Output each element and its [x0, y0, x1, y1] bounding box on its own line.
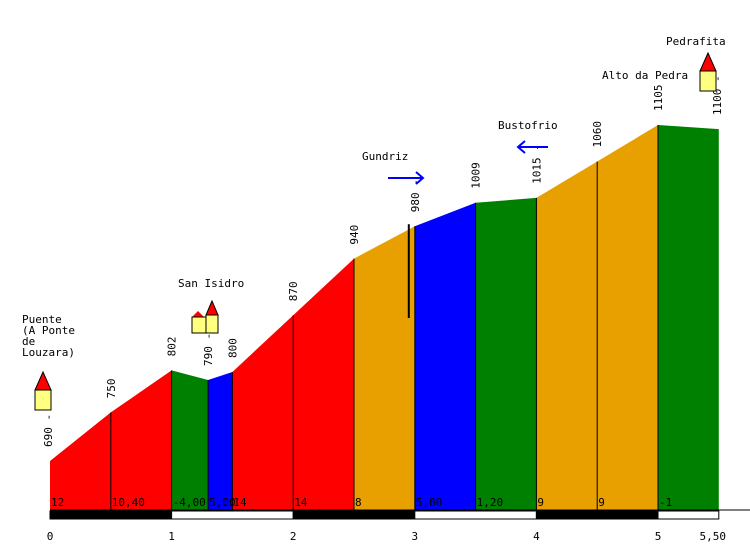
altitude-label-3: 790 -: [202, 333, 215, 366]
arrow-left-icon: [516, 140, 548, 154]
place-label-pedrafita: Pedrafita: [666, 35, 726, 48]
gradient-label-1: 10,40: [112, 496, 145, 509]
gradient-label-2: -4,00: [173, 496, 206, 509]
altitude-label-10: 1060: [591, 121, 604, 148]
distance-tick-5: 5: [655, 530, 662, 543]
altitude-label-6: 940: [348, 225, 361, 245]
gradient-label-9: 9: [537, 496, 544, 509]
altitude-label-9: 1015 -: [530, 144, 543, 184]
scale-block-0: [49, 510, 173, 520]
segment-dividers: [110, 125, 659, 510]
altitude-label-7: 980 -: [409, 179, 422, 212]
place-label-gundriz: Gundriz: [362, 150, 408, 163]
altitude-label-2: 802: [166, 336, 179, 356]
profile-segment-5: [293, 258, 354, 510]
place-label-bustofrio: Bustofrio: [498, 119, 558, 132]
profile-segments: [50, 125, 719, 511]
gradient-label-4: 14: [233, 496, 247, 509]
place-label-puente: Puente (A Ponte de Louzara): [22, 313, 75, 359]
profile-segment-6: [354, 226, 415, 510]
place-label-san-isidro: San Isidro: [178, 277, 244, 290]
altitude-label-5: 870: [287, 281, 300, 301]
distance-scale-bar: [49, 509, 750, 520]
altitude-label-8: 1009: [470, 162, 483, 189]
single-house-icon: [34, 370, 52, 411]
profile-segment-0: [50, 412, 111, 510]
arrow-left-icon-head: [516, 140, 526, 154]
village-icon-roof-right: [205, 299, 219, 316]
profile-segment-4: [232, 315, 294, 510]
single-house-icon-top: [699, 51, 717, 92]
profile-segment-1: [110, 370, 172, 510]
profile-segment-2: [171, 370, 209, 510]
distance-tick-1: 1: [168, 530, 175, 543]
single-house-icon-wall: [34, 389, 52, 411]
altitude-label-1: 750: [105, 379, 118, 399]
gradient-label-11: -1: [659, 496, 672, 509]
arrow-right-icon: [388, 171, 425, 185]
scale-block-5: [657, 510, 720, 520]
gradient-label-10: 9: [598, 496, 605, 509]
scale-block-1: [171, 510, 294, 520]
scale-block-3: [414, 510, 537, 520]
distance-tick-4: 4: [533, 530, 540, 543]
altitude-label-11: 1105: [652, 85, 665, 112]
scale-block-2: [292, 510, 416, 520]
single-house-icon-top-roof: [699, 51, 717, 72]
distance-tick-3: 3: [411, 530, 418, 543]
profile-segment-11: [658, 125, 719, 511]
village-icon-wall-right: [205, 314, 219, 334]
village-icon: [191, 299, 219, 334]
gradient-label-0: 12: [51, 496, 64, 509]
village-icon-roof-left: [192, 311, 204, 317]
distance-tick-0: 0: [47, 530, 54, 543]
profile-segment-7: [414, 202, 476, 510]
gradient-label-3: 5,00: [209, 496, 236, 509]
profile-segment-3: [208, 371, 233, 510]
scale-block-4: [535, 510, 659, 520]
profile-segment-9: [536, 161, 598, 510]
single-house-icon-top-wall: [699, 70, 717, 92]
distance-tick-2: 2: [290, 530, 297, 543]
profile-segment-8: [475, 197, 537, 510]
arrow-right-icon-head: [415, 171, 425, 185]
gradient-label-6: 8: [355, 496, 362, 509]
altitude-label-0: 690 -: [42, 414, 55, 447]
gradient-label-8: 1,20: [477, 496, 504, 509]
place-markers: Puente (A Ponte de Louzara) San Isidro Gundri…: [22, 35, 726, 411]
distance-tick-6: 5,50: [700, 530, 727, 543]
altitude-labels: 690 - 750 802 790 - 800 870 940 980 - 1009 1015 -…: [42, 75, 724, 447]
place-label-alto-da-pedra: Alto da Pedra: [602, 69, 688, 82]
distance-tick-labels: 0 1 2 3 4 5 5,50: [47, 530, 726, 543]
profile-segment-10: [597, 125, 658, 511]
gradient-label-7: 5,80: [416, 496, 443, 509]
single-house-icon-roof: [34, 370, 52, 391]
gradient-label-5: 14: [294, 496, 308, 509]
altitude-label-4: 800: [226, 338, 239, 358]
village-icon-wall-left: [191, 316, 207, 334]
